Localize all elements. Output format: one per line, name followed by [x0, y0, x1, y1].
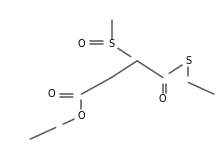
Text: S: S: [108, 39, 115, 49]
Text: O: O: [47, 89, 55, 99]
Text: O: O: [78, 39, 85, 49]
Text: S: S: [185, 56, 192, 66]
Text: O: O: [78, 111, 85, 121]
Text: O: O: [159, 94, 167, 104]
